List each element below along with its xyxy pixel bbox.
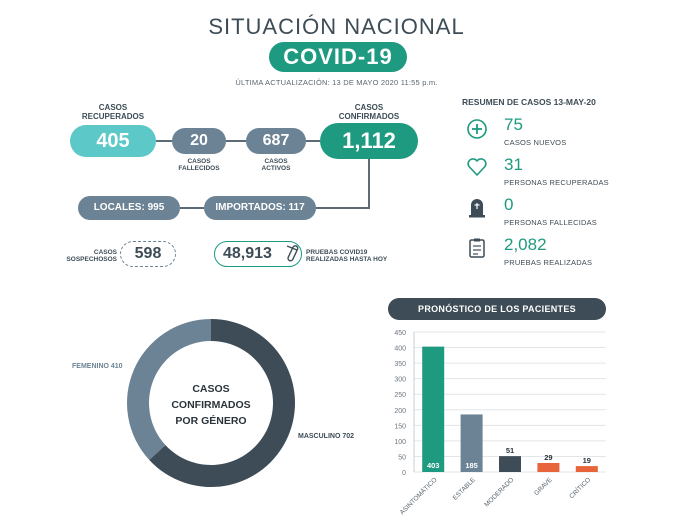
bar-1 — [460, 414, 483, 472]
plus-circle-icon — [467, 119, 487, 139]
bar-value-label: 29 — [544, 453, 552, 462]
pruebas-label: PRUEBAS COVID19 REALIZADAS HASTA HOY — [306, 249, 388, 263]
y-tick-label: 150 — [394, 423, 406, 430]
bar-value-label: 19 — [583, 456, 591, 465]
connector — [180, 207, 204, 209]
clipboard-icon — [469, 238, 485, 258]
x-category-label: GRAVE — [533, 476, 554, 497]
pruebas-box: 48,913 — [214, 241, 302, 267]
bar-2 — [499, 456, 521, 472]
importados-value: IMPORTADOS: 117 — [204, 196, 316, 220]
donut-center-label: CASOS CONFIRMADOS POR GÉNERO — [171, 383, 251, 427]
connector — [156, 140, 172, 142]
y-tick-label: 200 — [394, 408, 406, 415]
fallecidos-value: 20 — [172, 128, 226, 154]
confirmados-label: CASOS CONFIRMADOS — [338, 103, 400, 121]
bar-value-label: 185 — [465, 461, 478, 470]
activos-label: CASOS ACTIVOS — [261, 158, 291, 172]
summary-label-new: CASOS NUEVOS — [504, 138, 567, 147]
x-category-label: CRÍTICO — [567, 475, 592, 500]
x-category-label: MODERADO — [483, 476, 515, 508]
connector — [306, 140, 320, 142]
fallecidos-label: CASOS FALLECIDOS — [178, 158, 220, 172]
activos-value: 687 — [246, 128, 306, 154]
summary-value-recovered: 31 — [504, 155, 523, 174]
tombstone-icon — [469, 199, 485, 218]
x-category-label: ESTABLE — [452, 476, 478, 502]
summary-value-new: 75 — [504, 115, 523, 134]
connector — [226, 140, 246, 142]
prognosis-bar-chart: 0 50 100 150 200 250 300 350 400 450 403 ASINTOMÁTI… — [394, 330, 606, 516]
bar-value-label: 403 — [427, 461, 440, 470]
connector — [314, 207, 370, 209]
bar-3 — [537, 462, 560, 472]
donut-slice-masculino — [149, 319, 295, 487]
summary-label-recovered: PERSONAS RECUPERADAS — [504, 178, 609, 187]
y-tick-label: 450 — [394, 330, 406, 337]
sospechosos-label: CASOS SOSPECHOSOS — [66, 249, 117, 263]
connector — [368, 159, 370, 209]
locales-value: LOCALES: 995 — [78, 196, 180, 220]
donut-label-masculino: MASCULINO 702 — [298, 433, 355, 440]
x-category-label: ASINTOMÁTICO — [397, 475, 438, 516]
recuperados-value: 405 — [70, 125, 156, 157]
summary-label-deaths: PERSONAS FALLECIDAS — [504, 218, 597, 227]
test-tube-icon — [286, 245, 299, 262]
y-tick-label: 250 — [394, 392, 406, 399]
heart-icon — [467, 158, 487, 176]
recuperados-label: CASOS RECUPERADOS — [81, 103, 145, 121]
donut-slice-femenino — [126, 319, 211, 461]
donut-label-femenino: FEMENINO 410 — [72, 363, 123, 370]
bar-0 — [422, 346, 445, 472]
sospechosos-value: 598 — [120, 241, 176, 267]
bar-chart-title: PRONÓSTICO DE LOS PACIENTES — [388, 298, 606, 320]
y-tick-label: 350 — [394, 361, 406, 368]
bar-4 — [575, 466, 598, 472]
y-tick-label: 50 — [398, 454, 406, 461]
bar-value-label: 51 — [506, 446, 514, 455]
summary-value-deaths: 0 — [504, 195, 514, 214]
confirmados-value: 1,112 — [320, 123, 418, 159]
summary-title: RESUMEN DE CASOS 13-MAY-20 — [462, 97, 596, 107]
gender-donut-chart — [126, 319, 295, 487]
covid-badge: COVID-19 — [269, 42, 407, 72]
pruebas-value: 48,913 — [223, 245, 272, 262]
y-tick-label: 100 — [394, 439, 406, 446]
y-tick-label: 300 — [394, 377, 406, 384]
summary-label-tests: PRUEBAS REALIZADAS — [504, 258, 593, 267]
summary-value-tests: 2,082 — [504, 235, 547, 254]
page-title: SITUACIÓN NACIONAL — [208, 14, 465, 39]
y-tick-label: 0 — [402, 470, 406, 477]
y-tick-label: 400 — [394, 346, 406, 353]
last-updated: ÚLTIMA ACTUALIZACIÓN: 13 DE MAYO 2020 11… — [235, 78, 438, 87]
